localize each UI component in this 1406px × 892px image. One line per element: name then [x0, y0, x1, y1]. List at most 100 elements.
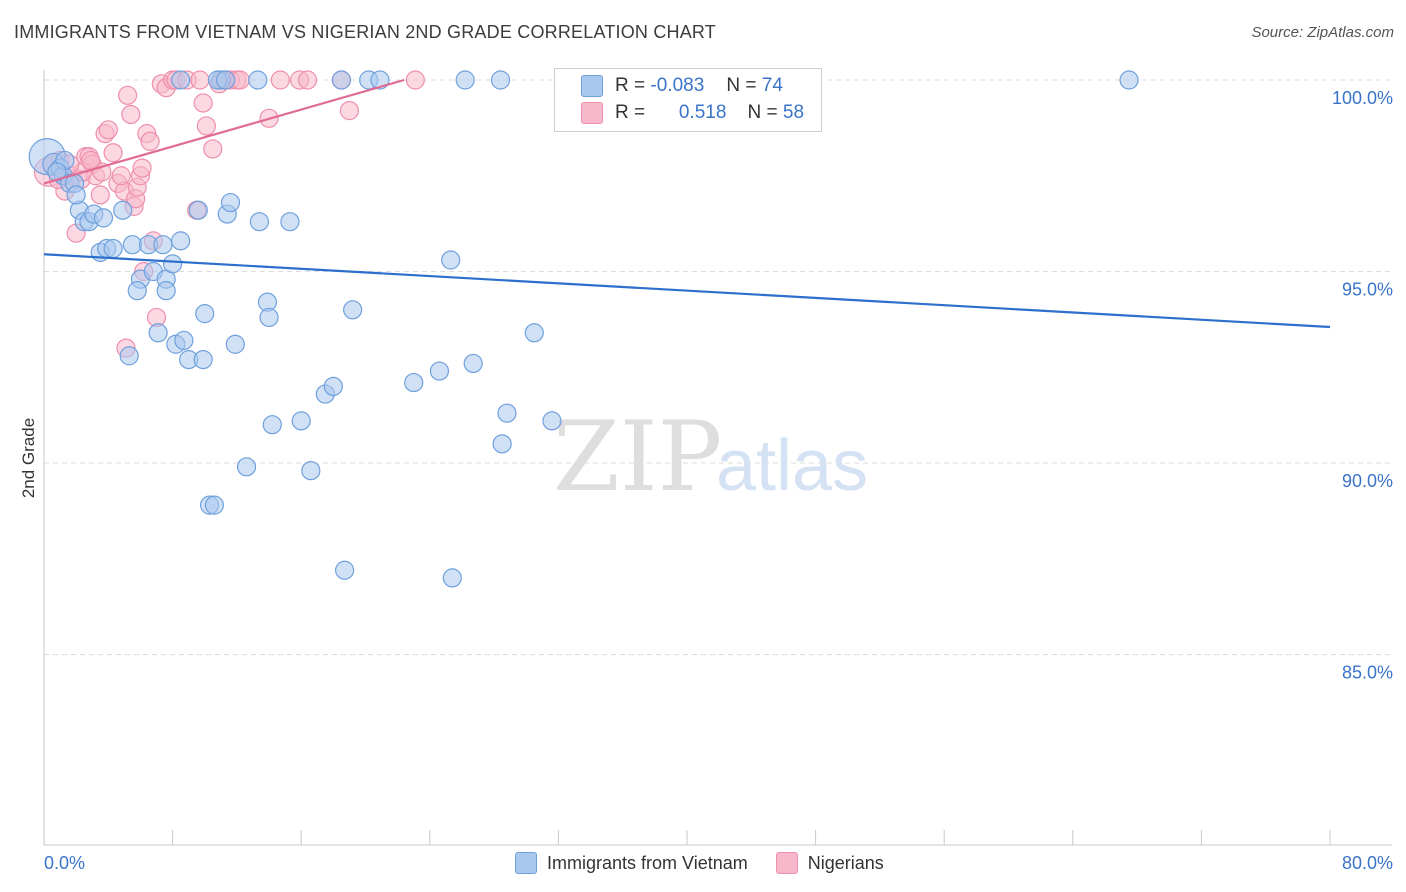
- data-point-vietnam[interactable]: [236, 457, 257, 477]
- data-point-vietnam[interactable]: [463, 353, 483, 374]
- data-point-vietnam[interactable]: [442, 568, 462, 588]
- legend-n-label: N =: [726, 75, 757, 96]
- data-point-vietnam[interactable]: [262, 415, 282, 435]
- data-point-nigerians[interactable]: [81, 150, 101, 171]
- y-tick-labels: 100.0% 95.0% 90.0% 85.0%: [1332, 88, 1393, 683]
- x-tick-label: 0.0%: [44, 853, 85, 873]
- legend-r-label: R =: [615, 102, 646, 123]
- legend-swatch-vietnam: [515, 852, 537, 874]
- legend-n-label: N =: [747, 102, 778, 123]
- data-point-vietnam[interactable]: [174, 330, 194, 351]
- legend-swatch-nigerians: [581, 102, 603, 124]
- y-tick-label: 100.0%: [1332, 88, 1393, 108]
- legend-row-vietnam: R = -0.083 N = 74: [581, 73, 783, 99]
- data-point-vietnam[interactable]: [280, 212, 300, 232]
- data-point-vietnam[interactable]: [171, 70, 191, 90]
- data-point-nigerians[interactable]: [90, 185, 110, 205]
- data-point-nigerians[interactable]: [196, 116, 216, 136]
- data-point-vietnam[interactable]: [291, 411, 311, 431]
- legend-item-nigerians: Nigerians: [775, 852, 884, 874]
- data-point-vietnam[interactable]: [455, 70, 475, 90]
- data-point-nigerians[interactable]: [117, 85, 138, 105]
- legend-r-value: 0.518: [678, 102, 727, 123]
- data-point-vietnam[interactable]: [497, 403, 517, 423]
- data-point-nigerians[interactable]: [203, 139, 223, 159]
- x-ticks: [43, 830, 1331, 845]
- data-point-vietnam[interactable]: [1119, 70, 1139, 90]
- data-point-nigerians[interactable]: [339, 101, 360, 121]
- legend-swatch-vietnam: [581, 75, 603, 97]
- watermark-atlas: atlas: [716, 426, 868, 506]
- data-point-vietnam[interactable]: [225, 334, 245, 354]
- data-point-vietnam[interactable]: [492, 434, 512, 454]
- x-tick-label: 80.0%: [1342, 853, 1393, 873]
- data-point-nigerians[interactable]: [140, 131, 160, 151]
- legend-n-value: 58: [782, 102, 805, 123]
- data-point-vietnam[interactable]: [127, 281, 147, 301]
- data-point-vietnam[interactable]: [343, 300, 363, 320]
- data-point-vietnam[interactable]: [66, 185, 86, 205]
- data-point-vietnam[interactable]: [249, 212, 270, 232]
- data-point-vietnam[interactable]: [204, 495, 224, 515]
- data-point-vietnam[interactable]: [248, 70, 268, 90]
- legend-r-value: -0.083: [650, 75, 705, 96]
- data-point-vietnam[interactable]: [47, 162, 67, 182]
- data-point-vietnam[interactable]: [490, 70, 511, 90]
- data-point-vietnam[interactable]: [404, 372, 424, 393]
- data-point-nigerians[interactable]: [405, 70, 425, 90]
- data-point-vietnam[interactable]: [323, 376, 343, 396]
- data-point-vietnam[interactable]: [188, 200, 208, 220]
- chart-title: IMMIGRANTS FROM VIETNAM VS NIGERIAN 2ND …: [14, 22, 716, 42]
- data-point-vietnam[interactable]: [331, 70, 351, 90]
- data-point-vietnam[interactable]: [335, 560, 355, 580]
- data-point-nigerians[interactable]: [121, 104, 141, 125]
- trend-line-nigerians: [43, 78, 405, 185]
- correlation-legend: R = -0.083 N = 74 R = 0.518 N = 58: [554, 68, 822, 132]
- data-point-vietnam[interactable]: [220, 192, 241, 213]
- trend-line-vietnam: [43, 253, 1331, 329]
- data-point-nigerians[interactable]: [103, 143, 123, 163]
- legend-label-vietnam: Immigrants from Vietnam: [547, 852, 748, 873]
- data-point-nigerians[interactable]: [193, 93, 213, 113]
- series-legend: Immigrants from Vietnam Nigerians: [515, 852, 912, 874]
- data-point-vietnam[interactable]: [163, 254, 183, 274]
- legend-n-value: 74: [761, 75, 783, 96]
- data-point-vietnam[interactable]: [429, 361, 450, 381]
- data-point-vietnam[interactable]: [156, 281, 176, 301]
- axes: [43, 70, 1392, 846]
- data-point-vietnam[interactable]: [441, 250, 461, 270]
- data-point-nigerians[interactable]: [270, 70, 290, 90]
- data-point-vietnam[interactable]: [195, 304, 215, 324]
- watermark: ZIP atlas: [553, 401, 868, 513]
- data-point-vietnam[interactable]: [153, 235, 173, 255]
- data-point-vietnam[interactable]: [216, 70, 236, 90]
- data-point-vietnam[interactable]: [113, 200, 133, 220]
- y-tick-label: 85.0%: [1342, 663, 1393, 683]
- data-point-vietnam[interactable]: [259, 307, 279, 328]
- data-point-nigerians[interactable]: [111, 166, 131, 186]
- data-point-nigerians[interactable]: [298, 70, 318, 90]
- data-point-vietnam[interactable]: [148, 323, 168, 343]
- data-point-nigerians[interactable]: [98, 120, 118, 140]
- source-credit: Source: ZipAtlas.com: [1251, 24, 1394, 41]
- data-point-vietnam[interactable]: [301, 461, 321, 481]
- data-point-vietnam[interactable]: [171, 231, 191, 251]
- y-axis-label: 2nd Grade: [19, 418, 38, 498]
- data-point-nigerians[interactable]: [190, 70, 210, 90]
- data-point-vietnam[interactable]: [93, 208, 114, 228]
- trend-lines: [43, 78, 1331, 329]
- data-point-vietnam[interactable]: [103, 238, 123, 259]
- data-point-nigerians[interactable]: [132, 158, 152, 178]
- data-point-vietnam[interactable]: [542, 411, 562, 431]
- legend-r-label: R =: [615, 75, 646, 96]
- y-tick-label: 90.0%: [1342, 471, 1393, 491]
- watermark-zip: ZIP: [553, 401, 722, 513]
- series-vietnam: [28, 70, 1139, 588]
- data-point-vietnam[interactable]: [193, 349, 213, 370]
- data-point-vietnam[interactable]: [524, 323, 544, 343]
- legend-item-vietnam: Immigrants from Vietnam: [515, 852, 748, 874]
- data-point-vietnam[interactable]: [119, 346, 139, 366]
- legend-label-nigerians: Nigerians: [807, 852, 884, 873]
- data-point-vietnam[interactable]: [122, 235, 143, 255]
